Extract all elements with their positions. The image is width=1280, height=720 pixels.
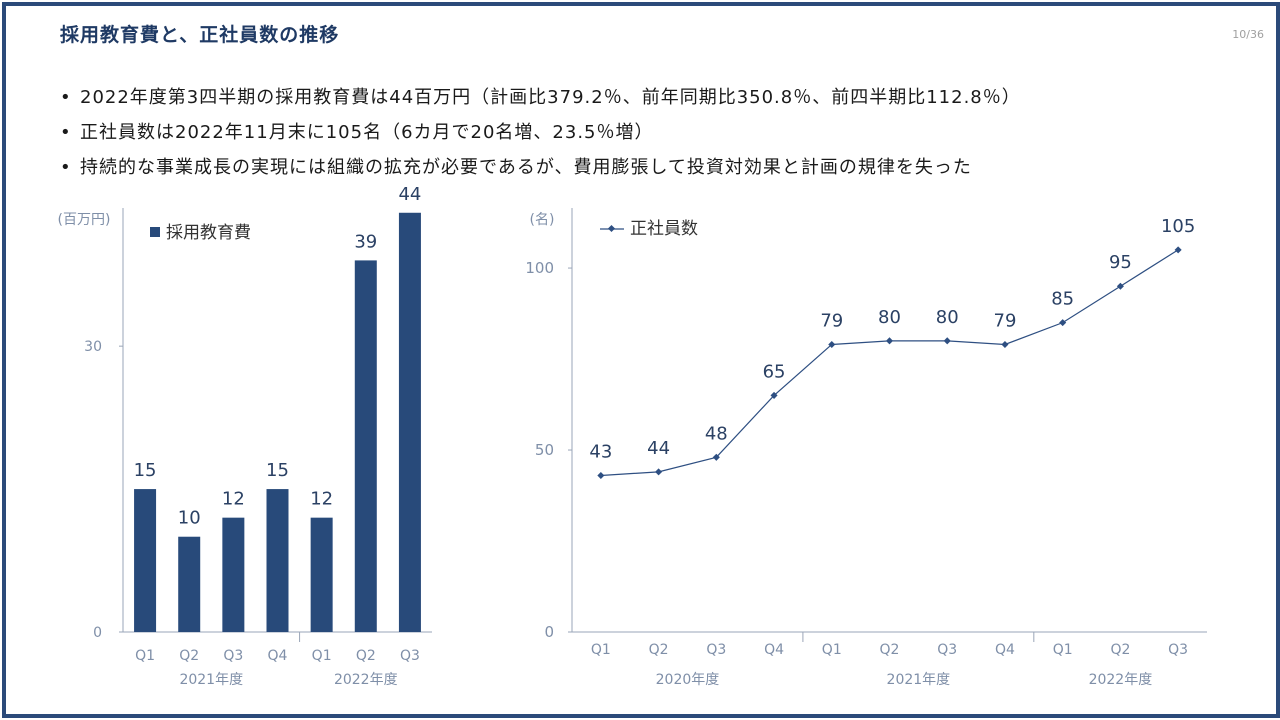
bullet-text: 持続的な事業成長の実現には組織の拡充が必要であるが、費用膨張して投資対効果と計画… [80, 157, 972, 178]
bullet-dot: • [60, 122, 72, 143]
bullet-item: • 正社員数は2022年11月末に105名（6カ月で20名増、23.5％増） [60, 115, 1021, 150]
bullet-list: • 2022年度第3四半期の採用教育費は44百万円（計画比379.2％、前年同期比… [60, 80, 1021, 185]
page-number: 10/36 [1232, 28, 1264, 41]
bullet-item: • 2022年度第3四半期の採用教育費は44百万円（計画比379.2％、前年同期比… [60, 80, 1021, 115]
page-title: 採用教育費と、正社員数の推移 [60, 24, 340, 46]
bullet-text: 2022年度第3四半期の採用教育費は44百万円（計画比379.2％、前年同期比3… [80, 87, 1021, 108]
bullet-dot: • [60, 87, 72, 108]
bullet-text: 正社員数は2022年11月末に105名（6カ月で20名増、23.5％増） [80, 122, 654, 143]
bullet-item: • 持続的な事業成長の実現には組織の拡充が必要であるが、費用膨張して投資対効果と計… [60, 150, 1021, 185]
bullet-dot: • [60, 157, 72, 178]
